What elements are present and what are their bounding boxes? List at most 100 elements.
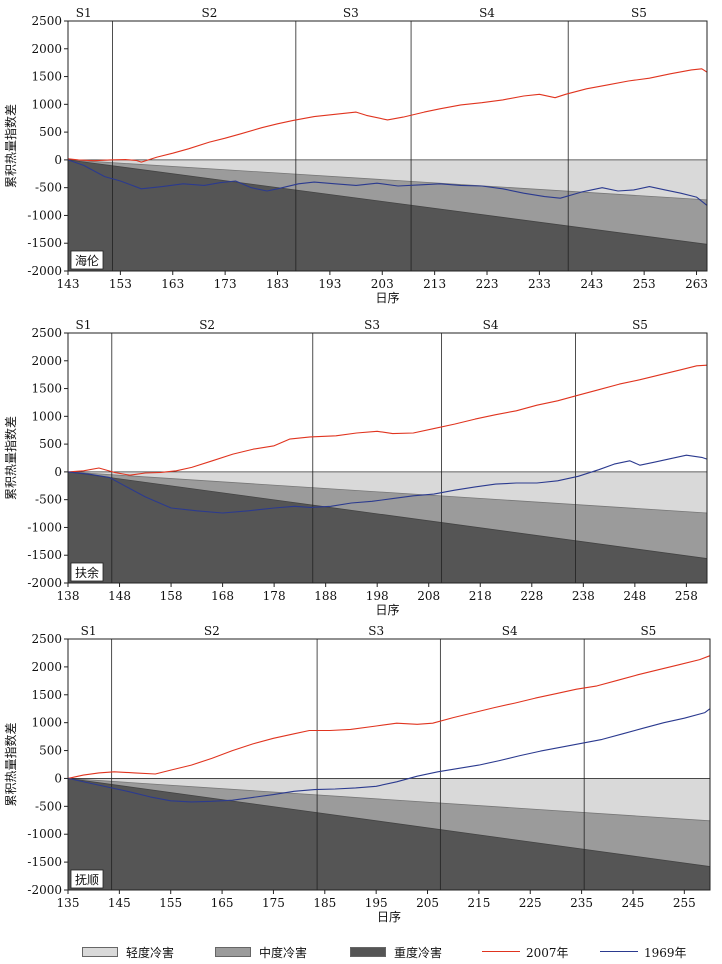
series-1969-line [67, 708, 711, 803]
y-tick-label: 0 [54, 465, 62, 479]
x-tick-label: 238 [572, 589, 595, 603]
light-threshold-line [67, 159, 708, 201]
station-label: 海伦 [75, 253, 99, 268]
station-label-box [70, 869, 104, 889]
y-tick-label: -2000 [27, 883, 62, 897]
x-tick-label: 135 [57, 896, 80, 910]
y-axis-title: 累积热量指数差 [3, 104, 18, 188]
x-tick-label: 213 [423, 277, 446, 291]
y-tick-label: 2500 [31, 632, 62, 646]
y-tick-label: -1000 [27, 208, 62, 222]
stage-label-S2: S2 [201, 6, 217, 20]
stage-label-S1: S1 [81, 624, 97, 638]
y-tick-label: 1500 [31, 688, 62, 702]
y-tick-label: 500 [39, 744, 62, 758]
legend-heavy-label: 重度冷害 [394, 946, 443, 960]
x-tick-label: 235 [570, 896, 593, 910]
x-tick-label: 253 [633, 277, 656, 291]
y-tick-label: 1500 [31, 382, 62, 396]
series-1969-line [67, 454, 708, 514]
station-label: 抚顺 [75, 873, 99, 887]
stage-label-S1: S1 [76, 6, 92, 20]
y-tick-label: 2000 [31, 354, 62, 368]
heavy-threshold-line [67, 471, 708, 559]
chart-figure: S1 S2 S3 S4 S5 -2000 -1500 -1000 -500 0 500 1000 150… [3, 6, 711, 924]
heavy-threshold-line [67, 159, 708, 245]
stage-label-S2: S2 [199, 318, 215, 332]
heavy-damage-zone [68, 471, 707, 583]
x-tick-label: 153 [109, 277, 132, 291]
y-tick-label: -2000 [27, 576, 62, 590]
y-tick-label: 2000 [31, 42, 62, 56]
light-threshold-line [67, 778, 711, 822]
x-tick-label: 168 [211, 589, 234, 603]
x-tick-label: 205 [416, 896, 439, 910]
stage-label-S4: S4 [502, 624, 518, 638]
y-tick-label: 2500 [31, 14, 62, 28]
station-label-box [70, 250, 104, 270]
light-threshold-line [67, 471, 708, 514]
y-tick-label: -1500 [27, 855, 62, 869]
x-tick-label: 233 [528, 277, 551, 291]
y-tick-label: 1000 [31, 409, 62, 423]
series-2007-line [67, 655, 711, 779]
legend-medium-swatch [215, 947, 251, 957]
y-tick-label: -1500 [27, 548, 62, 562]
x-tick-label: 145 [108, 896, 131, 910]
x-axis-title: 日序 [375, 290, 399, 305]
y-tick-label: 500 [39, 125, 62, 139]
series-2007-line [67, 68, 708, 163]
stage-label-S4: S4 [483, 318, 499, 332]
x-axis-title: 日序 [377, 909, 401, 924]
legend: 轻度冷害 中度冷害 重度冷害 2007年 1969年 [0, 940, 722, 964]
legend-medium-label: 中度冷害 [259, 946, 308, 960]
y-tick-label: -500 [35, 181, 62, 195]
y-tick-label: 1000 [31, 716, 62, 730]
y-tick-label: 2000 [31, 660, 62, 674]
plot-frame [67, 20, 708, 272]
x-tick-label: 255 [673, 896, 696, 910]
y-axis-title: 累积热量指数差 [3, 416, 18, 500]
x-tick-label: 185 [313, 896, 336, 910]
y-tick-label: -1000 [27, 827, 62, 841]
x-tick-label: 245 [622, 896, 645, 910]
x-tick-label: 183 [266, 277, 289, 291]
legend-2007-swatch [482, 951, 520, 952]
legend-light-label: 轻度冷害 [126, 946, 175, 960]
x-tick-label: 248 [623, 589, 646, 603]
x-tick-label: 223 [476, 277, 499, 291]
stage-label-S5: S5 [631, 6, 647, 20]
y-tick-label: 0 [54, 153, 62, 167]
x-tick-label: 188 [314, 589, 337, 603]
heavy-damage-zone [68, 778, 710, 890]
plot-frame [67, 638, 711, 891]
x-tick-label: 175 [262, 896, 285, 910]
x-tick-label: 243 [580, 277, 603, 291]
y-tick-label: -500 [35, 799, 62, 813]
x-tick-label: 203 [371, 277, 394, 291]
y-tick-label: 1000 [31, 97, 62, 111]
x-tick-label: 208 [417, 589, 440, 603]
x-tick-label: 178 [263, 589, 286, 603]
y-tick-label: -500 [35, 493, 62, 507]
y-tick-label: -1500 [27, 236, 62, 250]
legend-light-swatch [82, 947, 118, 957]
legend-2007-label: 2007年 [526, 946, 569, 960]
stage-label-S3: S3 [364, 318, 380, 332]
x-tick-label: 173 [214, 277, 237, 291]
x-tick-label: 198 [366, 589, 389, 603]
plot-frame [67, 332, 708, 584]
legend-1969-swatch [600, 951, 638, 952]
stage-label-S1: S1 [76, 318, 92, 332]
x-tick-label: 155 [159, 896, 182, 910]
legend-1969-label: 1969年 [644, 946, 687, 960]
x-tick-label: 218 [469, 589, 492, 603]
x-tick-label: 158 [160, 589, 183, 603]
station-label-box [70, 562, 104, 582]
series-2007-line [67, 364, 708, 476]
y-tick-label: 0 [54, 771, 62, 785]
stage-label-S2: S2 [204, 624, 220, 638]
x-tick-label: 258 [675, 589, 698, 603]
x-tick-label: 195 [365, 896, 388, 910]
y-tick-label: 500 [39, 437, 62, 451]
